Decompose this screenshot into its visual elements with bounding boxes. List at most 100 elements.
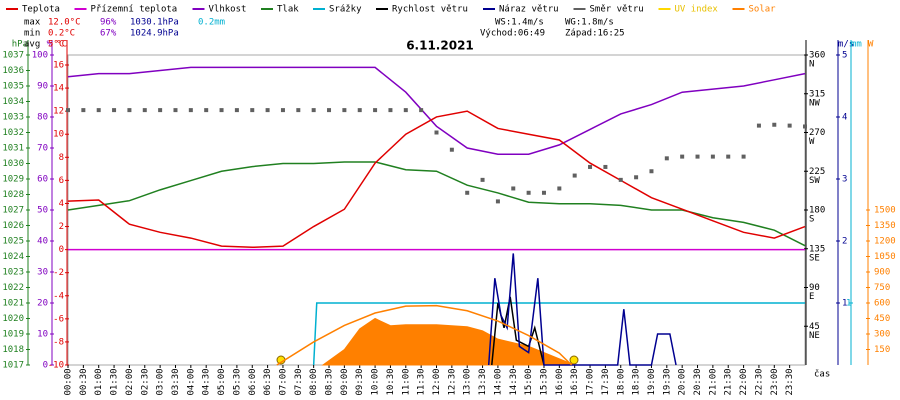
- stat-hum: 96%: [100, 18, 117, 28]
- chart-title: 6.11.2021: [406, 39, 474, 53]
- sunset-marker: [569, 355, 579, 365]
- direction-point: [741, 154, 746, 159]
- x-tick-label: 01:00: [94, 368, 104, 395]
- direction-point: [803, 124, 807, 129]
- y-tick-label: 1029: [2, 175, 24, 185]
- y-tick-label: 1037: [2, 51, 24, 61]
- y-tick-label: 1018: [2, 345, 24, 355]
- y-tick-label: 80: [37, 113, 48, 123]
- direction-point: [480, 177, 485, 182]
- y-tick-label: 1032: [2, 128, 24, 138]
- y-tick-label: 2: [842, 237, 847, 247]
- axis-label: m/s: [838, 40, 854, 50]
- y-tick-label: 90: [37, 82, 48, 92]
- y-tick-label: 450: [874, 314, 890, 324]
- y-tick-label: 1027: [2, 206, 24, 216]
- stat-press: 1024.9hPa: [130, 29, 179, 39]
- x-tick-label: 11:30: [417, 368, 427, 395]
- x-tick-label: 16:00: [555, 368, 565, 395]
- legend-label: UV index: [675, 5, 719, 15]
- y-tick-label: 1033: [2, 113, 24, 123]
- x-tick-label: 00:00: [64, 368, 74, 395]
- y-tick-label: 4: [59, 199, 64, 209]
- y-tick-label: 1025: [2, 237, 24, 247]
- stat-temp: 12.0°C: [48, 18, 81, 28]
- x-tick-label: 14:30: [509, 368, 519, 395]
- y-tick-label: 225: [809, 167, 825, 177]
- x-tick-label: 18:00: [616, 368, 626, 395]
- y-tick-label: 10: [53, 130, 64, 140]
- x-tick-label: 20:30: [693, 368, 703, 395]
- x-tick-label: 08:00: [309, 368, 319, 395]
- sun-stat: Západ:16:25: [565, 29, 625, 39]
- axis-label: %: [47, 40, 53, 50]
- x-tick-label: 10:30: [386, 368, 396, 395]
- y-tick-label: 1050: [874, 252, 896, 262]
- y-tick-label: 90: [809, 283, 820, 293]
- y-tick-label: 12: [53, 107, 64, 117]
- y-tick-label: 1031: [2, 144, 24, 154]
- direction-point: [296, 108, 301, 113]
- direction-point: [403, 108, 408, 113]
- direction-point: [634, 175, 639, 180]
- direction-point: [280, 108, 285, 113]
- direction-point: [756, 123, 761, 128]
- x-tick-label: 07:00: [278, 368, 288, 395]
- direction-point: [250, 108, 255, 113]
- y-tick-label: 1017: [2, 361, 24, 371]
- sun-stat: Východ:06:49: [480, 29, 545, 39]
- direction-point: [726, 154, 731, 159]
- x-tick-label: 05:30: [232, 368, 242, 395]
- x-tick-label: 09:30: [355, 368, 365, 395]
- direction-point: [680, 154, 685, 159]
- direction-point: [204, 108, 209, 113]
- x-tick-label: 05:00: [217, 368, 227, 395]
- direction-point: [572, 173, 577, 178]
- y-tick-label: 45: [809, 322, 820, 332]
- y-tick-label: 6: [59, 176, 64, 186]
- stat-label: max: [24, 18, 41, 28]
- x-tick-label: 21:00: [708, 368, 718, 395]
- direction-point: [495, 199, 500, 204]
- y-tick-label: 1350: [874, 221, 896, 231]
- axis-label: °C: [56, 40, 67, 50]
- direction-point: [357, 108, 362, 113]
- y-tick-label: 70: [37, 144, 48, 154]
- wind-stat: WS:1.4m/s: [495, 18, 544, 28]
- axis-label: hPa: [12, 40, 28, 50]
- x-tick-label: 07:30: [294, 368, 304, 395]
- y-tick-label: 5: [842, 51, 847, 61]
- y-tick-label: 16: [53, 61, 64, 71]
- stat-temp: 5°C: [48, 40, 64, 50]
- compass-label: NE: [809, 331, 820, 341]
- direction-point: [373, 108, 378, 113]
- x-tick-label: 04:30: [202, 368, 212, 395]
- y-tick-label: -2: [53, 268, 64, 278]
- x-tick-label: 20:00: [678, 368, 688, 395]
- wind-stat: WG:1.8m/s: [565, 18, 614, 28]
- y-tick-label: 1034: [2, 97, 24, 107]
- x-tick-label: 03:30: [171, 368, 181, 395]
- direction-point: [66, 108, 70, 113]
- x-tick-label: 13:00: [463, 368, 473, 395]
- x-tick-label: 15:00: [524, 368, 534, 395]
- legend-label: Tlak: [277, 5, 299, 15]
- y-tick-label: 1019: [2, 330, 24, 340]
- x-tick-label: 01:30: [110, 368, 120, 395]
- x-tick-label: 12:30: [447, 368, 457, 395]
- y-tick-label: 20: [37, 299, 48, 309]
- direction-point: [787, 123, 792, 128]
- x-tick-label: 12:00: [432, 368, 442, 395]
- legend-label: Srážky: [329, 5, 362, 15]
- compass-label: SE: [809, 253, 820, 263]
- direction-point: [388, 108, 393, 113]
- compass-label: SW: [809, 176, 820, 186]
- direction-point: [419, 108, 424, 113]
- y-tick-label: 1024: [2, 252, 24, 262]
- direction-point: [695, 154, 700, 159]
- axis-label: mm: [851, 40, 862, 50]
- direction-point: [81, 108, 86, 113]
- x-tick-label: 11:00: [401, 368, 411, 395]
- direction-point: [142, 108, 147, 113]
- x-tick-label: 02:00: [125, 368, 135, 395]
